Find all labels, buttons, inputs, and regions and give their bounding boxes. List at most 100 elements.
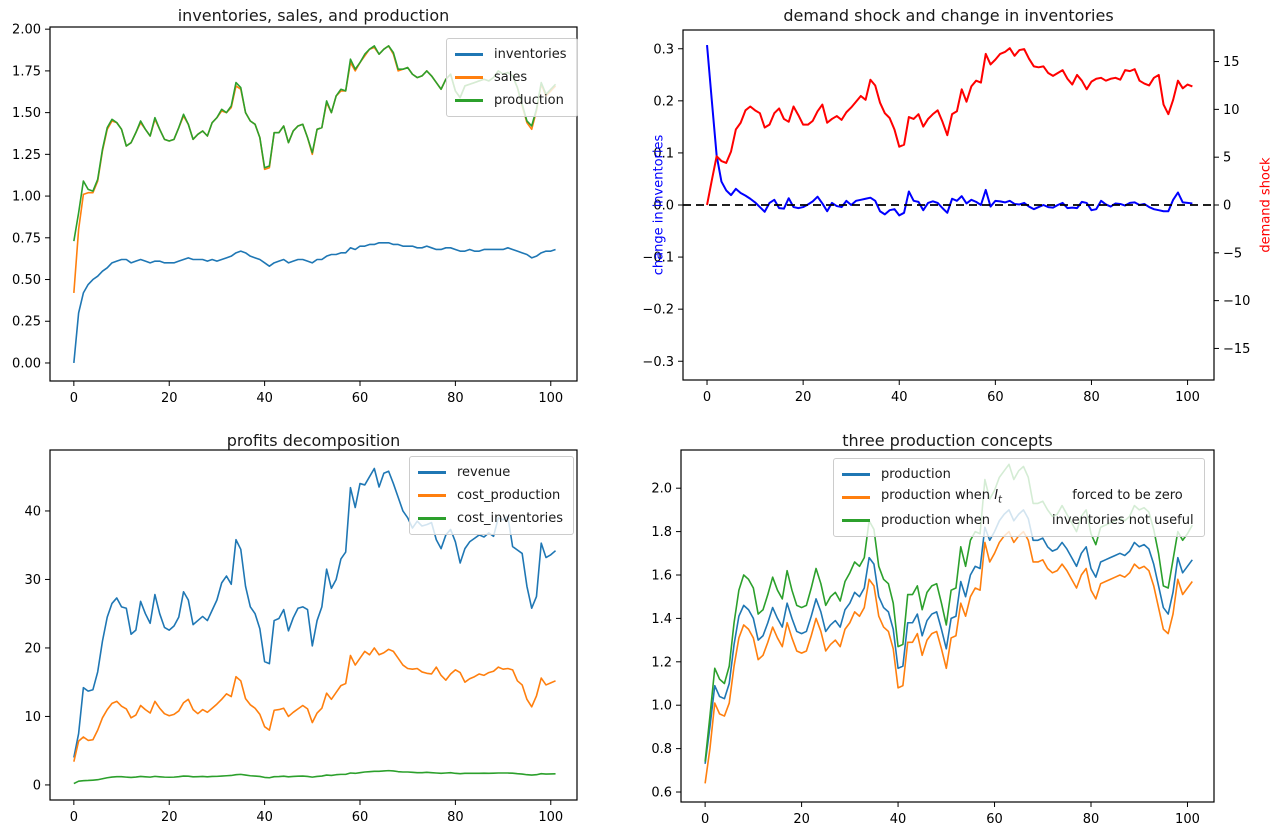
y-tick-label: 1.50 bbox=[12, 106, 41, 121]
legend-label: inventories bbox=[494, 47, 567, 62]
series-line-cost-inventories bbox=[73, 769, 556, 785]
chart-demand-shock-change-inventories: demand shock and change in inventories 0… bbox=[640, 0, 1281, 417]
y-tick-label: −0.3 bbox=[642, 355, 674, 370]
x-tick-label: 80 bbox=[447, 391, 464, 406]
series-line-production-it-zero bbox=[704, 530, 1193, 784]
right-y-tick-label: 10 bbox=[1223, 103, 1240, 118]
right-y-tick-label: 5 bbox=[1223, 151, 1231, 166]
right-y-tick-label: −15 bbox=[1223, 342, 1250, 357]
legend: inventories sales production bbox=[446, 38, 578, 117]
x-tick-label: 20 bbox=[793, 812, 810, 827]
legend-label-prefix: production when bbox=[881, 513, 991, 528]
x-tick-label: 100 bbox=[538, 391, 563, 406]
chart-title: three production concepts bbox=[842, 431, 1053, 450]
x-tick-label: 80 bbox=[1083, 812, 1100, 827]
chart-three-production-concepts: three production concepts 0 20 40 60 80 100 0.… bbox=[640, 417, 1281, 834]
y-tick-label: 0 bbox=[33, 778, 41, 793]
axes-spines bbox=[49, 449, 578, 801]
legend-item: cost_inventories bbox=[418, 507, 563, 530]
x-tick-label: 40 bbox=[890, 812, 907, 827]
x-tick-label: 0 bbox=[70, 391, 78, 406]
legend-label-suffix: forced to be zero bbox=[1001, 487, 1183, 503]
legend-line-swatch bbox=[455, 99, 483, 102]
y-tick-label: 1.2 bbox=[651, 655, 672, 670]
legend-item: production bbox=[842, 463, 1194, 486]
legend-item: production when inventories not useful bbox=[842, 509, 1194, 532]
legend-label: production bbox=[881, 467, 951, 482]
legend-item: production bbox=[455, 89, 567, 112]
math-subscript: t bbox=[998, 494, 1002, 506]
right-y-axis-label: demand shock bbox=[1258, 157, 1274, 253]
legend: production production when It forced to … bbox=[833, 458, 1205, 537]
legend-line-swatch bbox=[455, 53, 483, 56]
axes-spines bbox=[680, 449, 1215, 803]
legend: revenue cost_production cost_inventories bbox=[409, 456, 575, 535]
x-tick-label: 60 bbox=[352, 810, 369, 825]
legend-label: production bbox=[494, 93, 564, 108]
series-line-revenue bbox=[73, 467, 557, 758]
y-tick-label: 0.6 bbox=[651, 786, 672, 801]
y-tick-label: 10 bbox=[24, 710, 41, 725]
x-tick-label: 40 bbox=[256, 391, 273, 406]
legend-line-swatch bbox=[455, 76, 483, 79]
legend-label: cost_inventories bbox=[457, 511, 564, 526]
x-tick-label: 20 bbox=[795, 390, 812, 405]
x-tick-label: 80 bbox=[1083, 390, 1100, 405]
legend-line-swatch bbox=[842, 496, 870, 499]
x-tick-label: 20 bbox=[161, 391, 178, 406]
y-tick-label: 1.6 bbox=[651, 569, 672, 584]
legend-label: sales bbox=[494, 70, 528, 85]
axes-spines bbox=[682, 29, 1215, 381]
plot-area: 0 20 40 60 80 100 0 10 20 30 40 bbox=[24, 449, 578, 825]
chart-profits-decomposition: profits decomposition 0 20 40 60 80 100 0 10 20 3… bbox=[0, 417, 640, 834]
plot-area: 0 20 40 60 80 100 0.6 0.8 1.0 1.2 1.4 1.6 1.8 2.0 bbox=[651, 449, 1215, 827]
legend-line-swatch bbox=[418, 471, 446, 474]
x-tick-label: 60 bbox=[986, 812, 1003, 827]
y-tick-label: 2.0 bbox=[651, 482, 672, 497]
legend-item: inventories bbox=[455, 43, 567, 66]
plot-area: 0 20 40 60 80 1000.30.20.10.0−0.1−0.2−0.31510… bbox=[642, 29, 1250, 405]
legend-label-suffix: inventories not useful bbox=[990, 513, 1194, 528]
left-y-axis-label: change in inventories bbox=[651, 134, 667, 276]
plot-area: 0 20 40 60 80 100 0.00 0.25 0.50 0.75 1.00 1.25 1.50… bbox=[12, 23, 578, 406]
chart-title: profits decomposition bbox=[226, 431, 401, 450]
y-tick-label: 30 bbox=[24, 573, 41, 588]
legend-label: production when It forced to be zero bbox=[881, 484, 1183, 512]
legend-item: production when It forced to be zero bbox=[842, 486, 1194, 509]
chart-inventories-sales-production: inventories, sales, and production 0 20 40… bbox=[0, 0, 640, 417]
x-tick-label: 60 bbox=[352, 391, 369, 406]
right-y-tick-label: 0 bbox=[1223, 199, 1231, 214]
y-tick-label: 0.25 bbox=[12, 315, 41, 330]
y-tick-label: 0.00 bbox=[12, 356, 41, 371]
legend-item: sales bbox=[455, 66, 567, 89]
math-main: I bbox=[994, 487, 999, 503]
y-tick-label: 1.25 bbox=[12, 148, 41, 163]
legend-line-swatch bbox=[418, 494, 446, 497]
legend-line-swatch bbox=[842, 473, 870, 476]
y-tick-label: 0.2 bbox=[653, 94, 674, 109]
y-tick-label: 20 bbox=[24, 641, 41, 656]
right-y-tick-label: −10 bbox=[1223, 294, 1250, 309]
legend-label-prefix: production when bbox=[881, 487, 995, 503]
axes-spines bbox=[49, 26, 578, 382]
y-tick-label: 40 bbox=[24, 504, 41, 519]
y-tick-label: 1.0 bbox=[651, 699, 672, 714]
chart-title: demand shock and change in inventories bbox=[783, 6, 1114, 25]
x-tick-label: 0 bbox=[703, 390, 711, 405]
y-tick-label: 2.00 bbox=[12, 23, 41, 38]
chart-title: inventories, sales, and production bbox=[177, 6, 450, 25]
y-tick-label: 1.4 bbox=[651, 612, 672, 627]
y-tick-label: 0.3 bbox=[653, 42, 674, 57]
series-line-cost-production bbox=[73, 647, 556, 762]
x-tick-label: 40 bbox=[256, 810, 273, 825]
y-tick-label: 0.75 bbox=[12, 231, 41, 246]
y-tick-label: 1.75 bbox=[12, 64, 41, 79]
x-tick-label: 20 bbox=[161, 810, 178, 825]
x-tick-label: 80 bbox=[447, 810, 464, 825]
series-line-demand-shock bbox=[706, 47, 1193, 206]
legend-item: revenue bbox=[418, 461, 563, 484]
series-line-inventories bbox=[73, 242, 556, 364]
y-tick-label: 0.1 bbox=[653, 146, 674, 161]
y-tick-label: 1.8 bbox=[651, 525, 672, 540]
